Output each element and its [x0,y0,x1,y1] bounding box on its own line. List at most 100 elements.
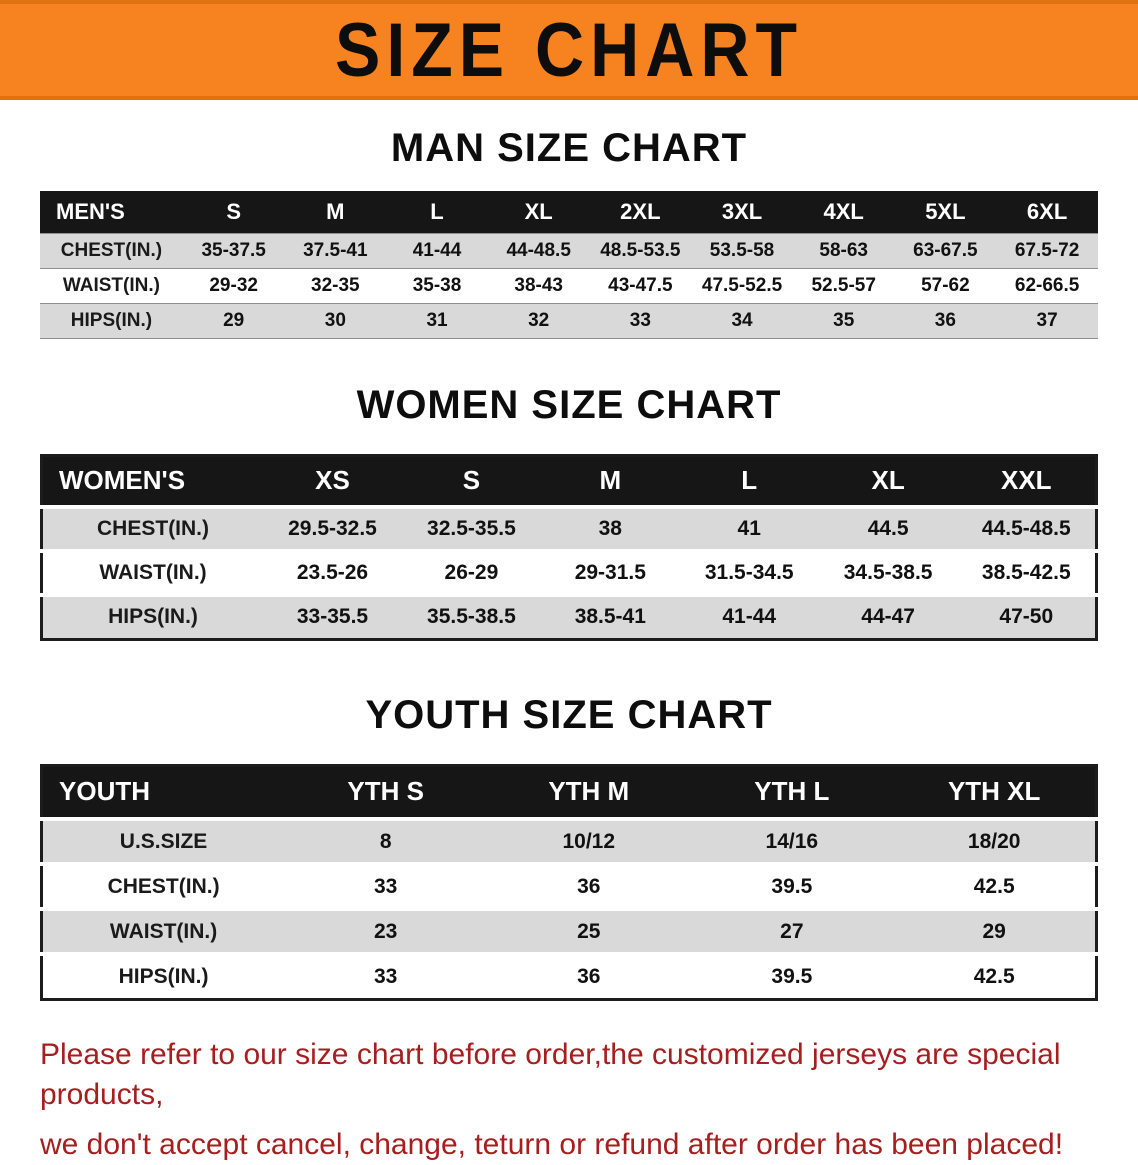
footer-note-line-2: we don't accept cancel, change, teturn o… [40,1127,1064,1161]
size-header-cell: XS [315,465,350,496]
table-row: HIPS(IN.) 29 30 31 32 33 34 35 36 37 [40,303,1098,338]
size-header-cell: 5XL [925,198,966,224]
table-header-row: YOUTH YTH S YTH M YTH L YTH XL [41,765,1097,819]
value-cell: 30 [324,309,346,331]
value-cell: 32.5-35.5 [427,517,516,540]
value-cell: 33 [374,964,398,988]
youth-size-table: YOUTH YTH S YTH M YTH L YTH XL U.S.SIZE 8 10/12… [40,763,1098,1001]
table-title-cell: YOUTH [59,776,150,807]
value-cell: 36 [934,309,956,331]
value-cell: 29-32 [209,274,258,296]
size-header-cell: XXL [1001,465,1052,496]
table-row: CHEST(IN.) 35-37.5 37.5-41 41-44 44-48.5 48.5… [40,233,1098,268]
value-cell: 31 [426,309,448,331]
table-row: CHEST(IN.) 29.5-32.5 32.5-35.5 38 41 44.5 44.5… [41,507,1097,551]
value-cell: 33 [629,309,651,331]
value-cell: 33-35.5 [296,605,369,629]
value-cell: 43-47.5 [608,274,673,296]
measurement-label-cell: HIPS(IN.) [108,605,198,629]
size-header-cell: YTH S [347,776,424,807]
value-cell: 52.5-57 [811,274,876,296]
table-row: WAIST(IN.) 23.5-26 26-29 29-31.5 31.5-34.5 34… [41,551,1097,595]
value-cell: 32 [528,309,550,331]
value-cell: 41-44 [722,605,777,629]
value-cell: 62-66.5 [1014,274,1080,296]
value-cell: 23 [374,919,398,943]
value-cell: 26-29 [444,561,499,584]
size-header-cell: YTH L [754,776,830,807]
size-header-cell: XL [524,198,553,224]
table-row: HIPS(IN.) 33-35.5 35.5-38.5 38.5-41 41-44 44-… [41,595,1097,639]
value-cell: 37.5-41 [303,239,368,261]
value-cell: 48.5-53.5 [600,239,681,261]
value-cell: 37 [1036,309,1058,331]
value-cell: 23.5-26 [296,561,369,584]
value-cell: 47.5-52.5 [701,274,783,296]
size-header-cell: M [599,465,622,496]
size-header-cell: XL [871,465,905,496]
value-cell: 44.5 [867,517,909,540]
size-header-cell: YTH M [548,776,630,807]
measurement-label-cell: CHEST(IN.) [97,517,210,540]
measurement-label-cell: HIPS(IN.) [70,309,153,331]
size-header-cell: YTH XL [947,776,1041,807]
size-header-cell: 2XL [620,198,661,224]
value-cell: 42.5 [973,964,1015,988]
table-row: WAIST(IN.) 23 25 27 29 [41,909,1097,954]
value-cell: 39.5 [771,964,813,988]
youth-section: YOUTH SIZE CHART YOUTH YTH S YTH M YTH L YTH… [0,693,1138,1001]
footer-note-line-1: Please refer to our size chart before or… [40,1037,1061,1111]
value-cell: 38-43 [514,274,563,296]
value-cell: 36 [577,874,601,898]
women-section: WOMEN SIZE CHART WOMEN'S XS S M L XL XXL CHEST(… [0,383,1138,641]
table-row: WAIST(IN.) 29-32 32-35 35-38 38-43 43-47.5 47.… [40,268,1098,303]
size-header-cell: 3XL [721,198,763,224]
table-header-row: WOMEN'S XS S M L XL XXL [41,455,1097,507]
value-cell: 57-62 [921,274,970,296]
value-cell: 53.5-58 [709,239,775,261]
size-header-cell: S [226,198,241,224]
size-header-cell: 4XL [823,198,864,224]
measurement-label-cell: U.S.SIZE [119,829,208,853]
table-header-row: MEN'S S M L XL 2XL 3XL 4XL 5XL 6XL [40,191,1098,233]
value-cell: 27 [780,919,804,943]
value-cell: 18/20 [967,829,1021,853]
footer-note: Please refer to our size chart before or… [40,1035,1108,1165]
value-cell: 67.5-72 [1014,239,1080,261]
value-cell: 31.5-34.5 [704,561,794,584]
size-header-cell: M [326,198,345,224]
size-header-cell: 6XL [1026,198,1068,224]
value-cell: 29-31.5 [574,561,646,584]
value-cell: 29 [223,309,245,331]
value-cell: 35-37.5 [201,239,266,261]
value-cell: 63-67.5 [913,239,978,261]
value-cell: 35 [833,309,855,331]
measurement-label-cell: CHEST(IN.) [107,874,220,898]
table-row: CHEST(IN.) 33 36 39.5 42.5 [41,864,1097,909]
measurement-label-cell: WAIST(IN.) [99,561,207,584]
page-title: SIZE CHART [335,7,803,93]
value-cell: 34 [731,309,753,331]
value-cell: 41 [737,517,761,540]
measurement-label-cell: CHEST(IN.) [60,239,163,261]
value-cell: 44.5-48.5 [981,517,1071,540]
measurement-label-cell: WAIST(IN.) [109,919,218,943]
value-cell: 38.5-41 [574,605,646,629]
measurement-label-cell: WAIST(IN.) [62,274,160,296]
section-heading-women: WOMEN SIZE CHART [356,382,782,427]
value-cell: 29.5-32.5 [288,517,377,540]
section-heading-men: MAN SIZE CHART [390,126,748,170]
banner: SIZE CHART [0,0,1138,100]
size-header-cell: L [741,465,758,496]
table-title-cell: WOMEN'S [59,465,186,496]
value-cell: 25 [577,919,601,943]
table-row: U.S.SIZE 8 10/12 14/16 18/20 [41,819,1097,864]
size-header-cell: S [462,465,481,496]
value-cell: 58-63 [819,239,868,261]
table-title-cell: MEN'S [56,198,125,224]
value-cell: 32-35 [311,274,360,296]
value-cell: 44-48.5 [506,239,571,261]
men-section: MAN SIZE CHART MEN'S S M L XL 2XL 3XL 4XL 5XL 6XL… [0,126,1138,339]
value-cell: 39.5 [771,874,813,898]
value-cell: 42.5 [973,874,1015,898]
